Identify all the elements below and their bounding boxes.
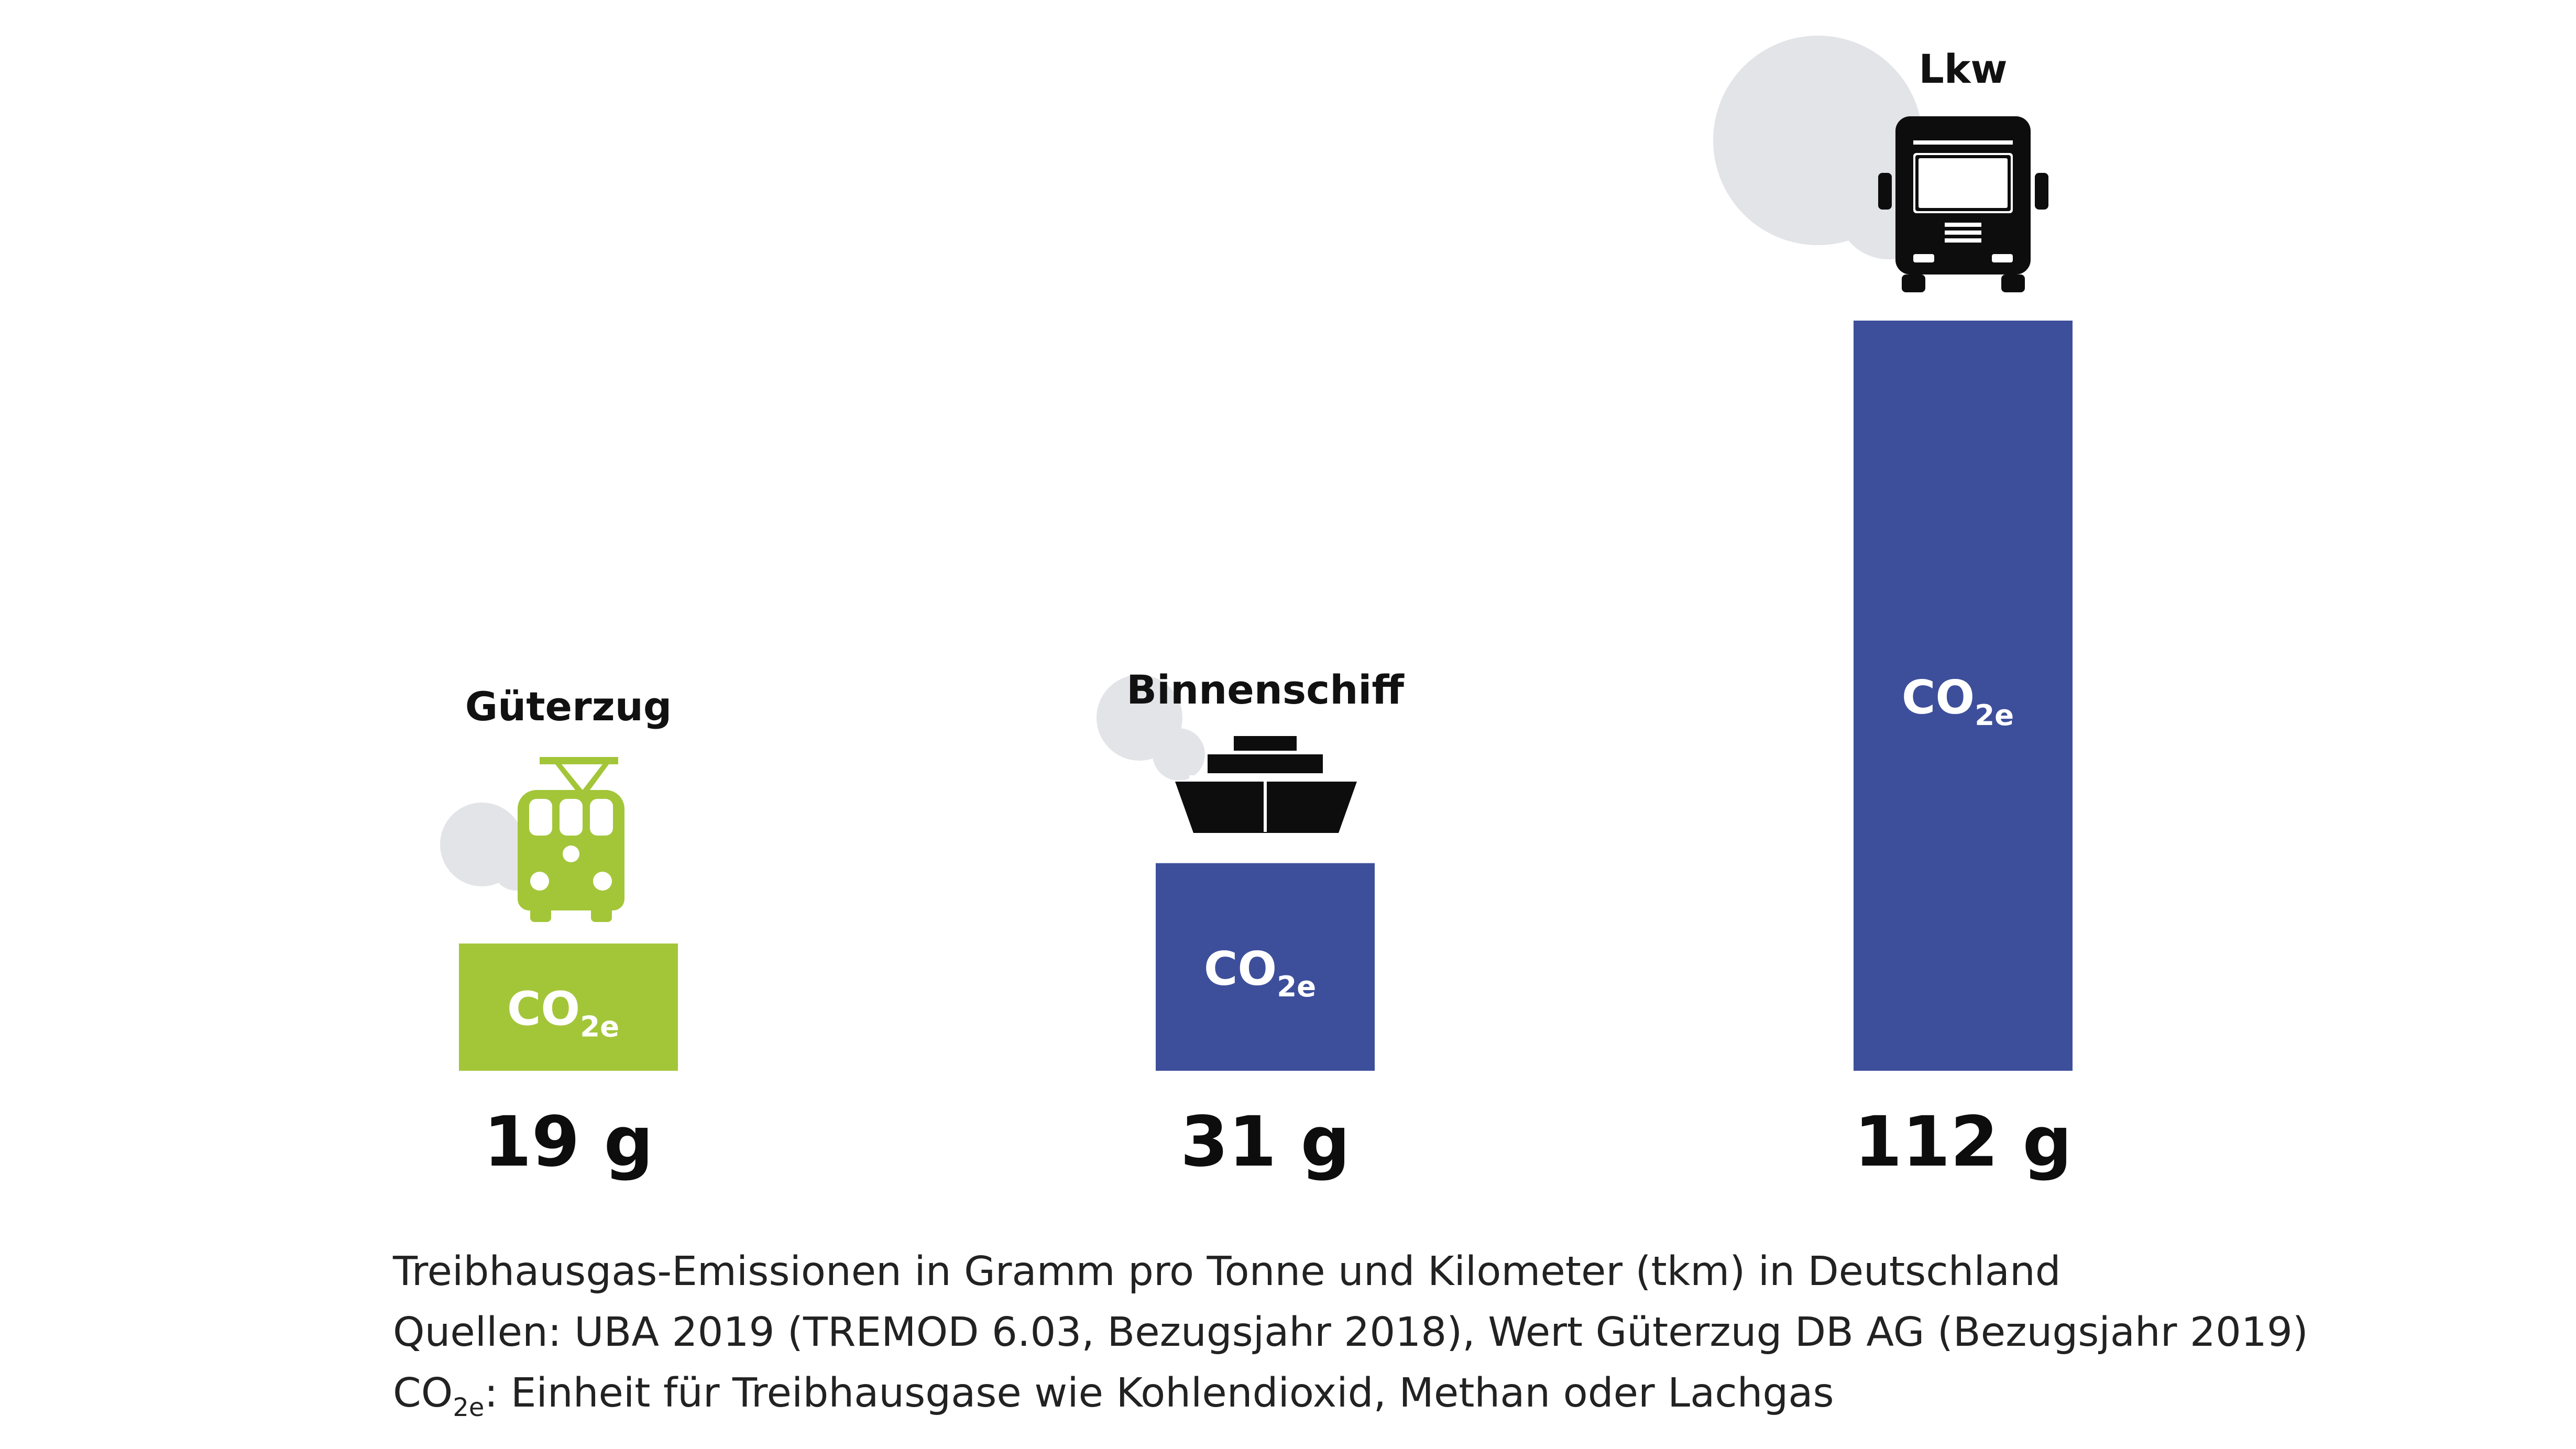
bar-co2e-label-lkw: CO2e — [1902, 671, 2014, 732]
bar-lkw — [1854, 321, 2073, 1071]
value-label-binnenschiff: 31 g — [1180, 1102, 1350, 1182]
note-definition-text: : Einheit für Treibhausgase wie Kohlendi… — [484, 1370, 1834, 1417]
note-units: Treibhausgas-Emissionen in Gramm pro Ton… — [393, 1248, 2061, 1295]
note-co2-text: CO — [393, 1370, 453, 1417]
truck-group: Lkw — [1713, 36, 2048, 292]
train-windows — [529, 799, 613, 891]
chart-notes: Treibhausgas-Emissionen in Gramm pro Ton… — [393, 1242, 2541, 1424]
freight-train-icon — [518, 757, 624, 922]
ship-details — [1189, 775, 1346, 832]
value-label-gueterzug: 19 g — [484, 1102, 653, 1182]
category-label-binnenschiff: Binnenschiff — [1126, 666, 1405, 713]
note-sources: Quellen: UBA 2019 (TREMOD 6.03, Bezugsja… — [393, 1309, 2308, 1356]
bar-co2e-label-gueterzug: CO2e — [507, 982, 619, 1044]
bars-layer: CO2e 19 g CO2e 31 g CO2e 112 g — [459, 321, 2073, 1182]
category-label-gueterzug: Güterzug — [465, 683, 672, 730]
note-co2-subscript: 2e — [453, 1393, 485, 1422]
ship-group: Binnenschiff — [1097, 666, 1405, 833]
value-label-lkw: 112 g — [1854, 1102, 2072, 1182]
note-co2e-definition: CO2e: Einheit für Treibhausgase wie Kohl… — [393, 1363, 2541, 1424]
bar-binnenschiff — [1156, 863, 1375, 1071]
bar-co2e-label-binnenschiff: CO2e — [1204, 942, 1316, 1003]
bar-gueterzug — [459, 943, 678, 1071]
category-label-lkw: Lkw — [1919, 46, 2007, 92]
ship-smoke-cloud — [1153, 728, 1205, 781]
train-group: Güterzug — [440, 683, 672, 922]
